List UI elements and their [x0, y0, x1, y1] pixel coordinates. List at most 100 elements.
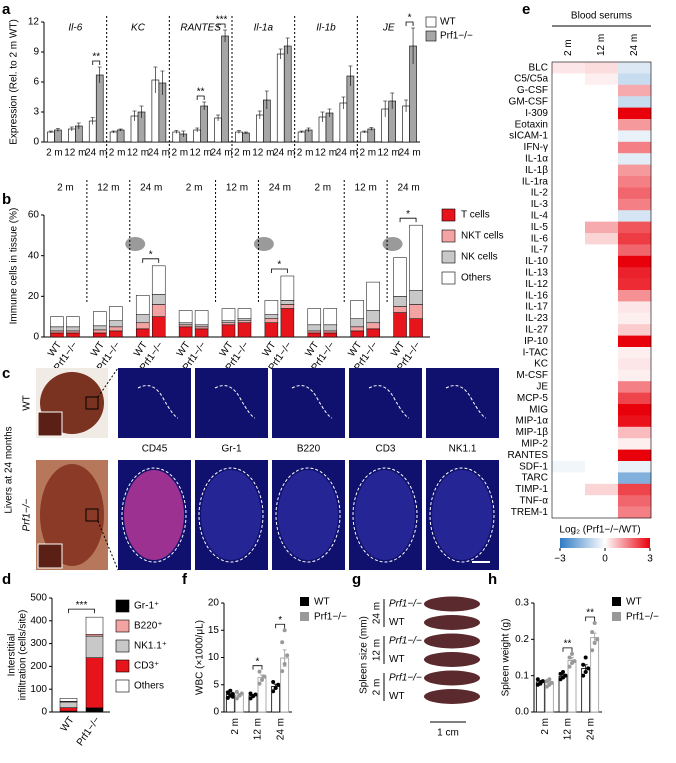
row-label: GM-CSF: [509, 97, 548, 108]
heatmap-cell: [552, 96, 586, 108]
y-tick-label: 3: [33, 107, 39, 118]
heatmap-cell: [552, 301, 586, 314]
stain-label: B220: [297, 444, 321, 455]
timepoint-label: 2 m: [186, 183, 203, 194]
stain-label-box: [118, 440, 191, 458]
error-bar: [341, 96, 346, 109]
bar: [221, 35, 229, 143]
data-point: [549, 680, 554, 685]
row-label: IL-1α: [525, 154, 548, 165]
bar-segment: [93, 325, 107, 331]
heatmap-cell: [585, 278, 619, 291]
bar-segment: [409, 289, 423, 305]
row-label: IL-3: [531, 199, 549, 210]
bar-segment: [307, 324, 322, 332]
legend-label: WT: [314, 597, 330, 608]
heatmap-cell: [585, 198, 619, 211]
group-label: KC: [131, 23, 146, 34]
row-label: I-TAC: [523, 347, 548, 358]
x-tick-label: 24 m: [148, 148, 170, 159]
y-axis-label: Spleen size (mm): [359, 616, 370, 694]
bar-segment: [280, 308, 295, 338]
error-bar: [236, 130, 241, 134]
inset: [37, 543, 63, 569]
heatmap-cell: [618, 187, 652, 200]
data-point: [538, 681, 543, 686]
bar-segment: [109, 326, 123, 332]
row-label: BLC: [529, 62, 548, 73]
legend-label: WT: [626, 597, 642, 608]
zoom-box: [85, 396, 99, 410]
heatmap-cell: [552, 210, 586, 222]
error-bar: [55, 128, 60, 132]
heatmap-cell: [618, 324, 652, 336]
data-point: [257, 681, 262, 686]
row-label: MIP-1α: [516, 416, 549, 427]
zoom-guide: [97, 520, 119, 571]
heatmap-cell: [618, 107, 652, 120]
y-tick-label: 5: [213, 679, 219, 690]
bar-segment: [323, 330, 338, 334]
heatmap-cell: [585, 426, 619, 439]
heatmap-cell: [585, 449, 619, 462]
bar-segment: [194, 326, 209, 330]
row-label: MIP-1β: [516, 427, 549, 438]
bar-segment: [85, 657, 104, 709]
heatmap-cell: [618, 244, 652, 257]
heatmap-cell: [552, 324, 586, 336]
heatmap-cell: [552, 153, 586, 165]
bar-segment: [280, 304, 295, 309]
row-label: IL-17: [525, 302, 548, 313]
spleen: [424, 615, 480, 630]
x-tick-label: 12 m: [315, 148, 337, 159]
bar-segment: [264, 322, 279, 338]
error-bar: [278, 48, 283, 59]
x-tick-label: 24 m: [585, 718, 596, 740]
heatmap-cell: [552, 198, 586, 211]
tissue-icon: [125, 237, 146, 251]
column-label: 24 m: [629, 34, 640, 56]
significance-bracket: [196, 95, 205, 100]
error-bar: [264, 90, 269, 109]
x-tick-label: 12 m: [252, 148, 274, 159]
heatmap-cell: [552, 415, 586, 428]
timepoint-label: 12 m: [372, 639, 383, 661]
bar-segment: [85, 634, 104, 637]
data-point: [567, 664, 572, 669]
heatmap-cell: [585, 369, 619, 382]
colorbar: [560, 538, 650, 548]
heatmap-cell: [552, 426, 586, 439]
x-tick-label: 12 m: [378, 148, 400, 159]
heatmap-cell: [552, 358, 586, 371]
heatmap-cell: [618, 290, 652, 302]
x-tick-label: 2 m: [109, 148, 126, 159]
x-tick-label: 12 m: [64, 148, 86, 159]
legend-swatch: [300, 597, 309, 606]
heatmap-cell: [552, 335, 586, 348]
bar-segment: [350, 318, 364, 328]
data-point: [260, 677, 264, 682]
heatmap-cell: [618, 96, 652, 108]
heatmap-cell: [585, 392, 619, 405]
row-label: TREM-1: [511, 507, 549, 518]
timepoint-label: 12 m: [355, 183, 377, 194]
data-point: [581, 673, 586, 678]
row-label: IL-5: [531, 222, 549, 233]
panel-letter: a: [2, 1, 11, 18]
error-bar: [48, 130, 53, 133]
row-label: Eotaxin: [515, 119, 548, 130]
heatmap-cell: [552, 73, 586, 86]
bar: [325, 112, 334, 143]
error-bar: [411, 27, 416, 64]
row-label: Prf1−/−: [389, 673, 422, 684]
heatmap-cell: [585, 290, 619, 302]
y-tick-label: 10: [208, 652, 220, 663]
heatmap-cell: [585, 210, 619, 222]
heatmap-cell: [552, 119, 586, 131]
heatmap-cell: [552, 141, 586, 154]
legend-swatch: [115, 659, 130, 673]
lesion-outline: [121, 467, 187, 563]
significance-label: *: [277, 260, 281, 271]
heatmap-cell: [552, 164, 586, 177]
heatmap-cell: [552, 369, 586, 382]
